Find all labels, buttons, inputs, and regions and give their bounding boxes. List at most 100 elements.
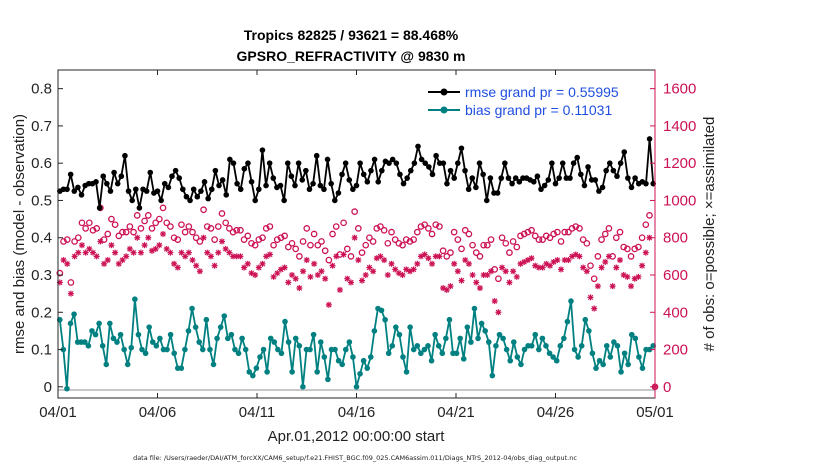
bias-point xyxy=(307,346,313,353)
obs-assimilated-point xyxy=(300,268,307,275)
rmse-point xyxy=(237,186,244,193)
obs-possible-point xyxy=(299,238,307,245)
bias-point xyxy=(507,357,514,364)
rmse-point xyxy=(284,160,291,166)
bias-point xyxy=(353,384,360,390)
obs-possible-point xyxy=(590,275,598,283)
bias-point xyxy=(478,320,485,327)
obs-assimilated-point xyxy=(237,253,244,260)
bias-point xyxy=(117,331,124,338)
bias-point xyxy=(217,324,224,330)
rmse-point xyxy=(516,179,523,185)
rmse-point xyxy=(364,179,371,185)
rmse-point xyxy=(321,186,327,193)
bias-point xyxy=(339,361,346,368)
obs-assimilated-point xyxy=(104,257,111,264)
bias-point xyxy=(182,346,188,353)
bias-point xyxy=(564,318,571,325)
rmse-point xyxy=(371,156,378,163)
bias-point xyxy=(210,361,217,368)
obs-assimilated-point xyxy=(602,258,609,265)
bias-point xyxy=(310,331,317,338)
rmse-point xyxy=(346,177,353,183)
rmse-point xyxy=(335,190,342,196)
obs-assimilated-point xyxy=(67,290,74,297)
bias-point xyxy=(264,369,270,375)
obs-assimilated-point xyxy=(465,260,472,267)
obs-possible-point xyxy=(248,239,255,247)
obs-possible-point xyxy=(469,241,476,249)
rmse-point xyxy=(556,175,562,181)
bias-point xyxy=(242,346,249,353)
obs-assimilated-point xyxy=(605,253,612,260)
bias-point xyxy=(536,346,542,353)
y-left-tick-label: 0 xyxy=(44,379,52,396)
rmse-point xyxy=(632,175,638,181)
rmse-point xyxy=(360,171,367,178)
obs-assimilated-point xyxy=(628,283,635,290)
rmse-point xyxy=(230,160,237,166)
bias-point xyxy=(114,339,120,345)
bias-point xyxy=(625,361,631,368)
obs-possible-series xyxy=(56,204,659,391)
rmse-point xyxy=(596,188,602,194)
obs-possible-point xyxy=(292,245,300,253)
rmse-point xyxy=(628,184,635,191)
obs-possible-point xyxy=(119,228,126,236)
bias-point xyxy=(103,361,110,368)
obs-assimilated-point xyxy=(362,272,369,278)
bias-point xyxy=(124,361,131,368)
rmse-point xyxy=(480,171,486,178)
data-file-footnote: data file: /Users/raeder/DAI/ATM_forcXX/… xyxy=(133,454,577,462)
bias-point xyxy=(543,343,549,349)
obs-possible-point xyxy=(318,238,325,245)
bias-point xyxy=(96,320,102,327)
bias-point xyxy=(435,343,442,349)
obs-possible-point xyxy=(144,212,152,219)
obs-possible-point xyxy=(384,239,392,247)
bias-point xyxy=(457,335,463,342)
obs-possible-point xyxy=(167,223,174,230)
bias-point xyxy=(221,313,228,319)
obs-possible-point xyxy=(237,226,244,234)
obs-assimilated-point xyxy=(259,260,266,267)
rmse-point xyxy=(118,173,125,180)
obs-assimilated-point xyxy=(609,283,616,290)
obs-possible-point xyxy=(314,241,322,249)
obs-assimilated-point xyxy=(624,273,631,280)
obs-possible-point xyxy=(178,221,185,229)
obs-possible-point xyxy=(174,236,182,243)
obs-possible-point xyxy=(638,234,646,242)
obs-possible-point xyxy=(122,228,130,236)
obs-possible-point xyxy=(351,208,359,215)
y-right-tick-label: 800 xyxy=(663,230,688,247)
obs-assimilated-point xyxy=(425,255,432,262)
bias-point xyxy=(225,335,231,342)
rmse-point xyxy=(306,186,313,193)
rmse-point xyxy=(498,175,505,181)
rmse-point xyxy=(219,177,226,183)
obs-assimilated-point xyxy=(185,249,192,256)
y-right-tick-label: 1600 xyxy=(663,81,696,98)
rmse-point xyxy=(154,188,161,194)
obs-possible-point xyxy=(82,225,89,232)
obs-possible-point xyxy=(450,228,458,236)
obs-possible-point xyxy=(432,221,440,229)
y-right-axis-label: # of obs: o=possible; ×=assimilated xyxy=(701,117,718,352)
rmse-point xyxy=(473,184,479,191)
rmse-point xyxy=(538,186,544,193)
obs-assimilated-series xyxy=(56,231,658,390)
rmse-point xyxy=(114,180,121,187)
bias-point xyxy=(532,331,539,338)
rmse-point xyxy=(75,184,81,191)
rmse-point xyxy=(574,154,581,161)
rmse-point xyxy=(104,180,110,187)
rmse-point xyxy=(241,165,248,172)
rmse-point xyxy=(350,186,356,193)
obs-assimilated-point xyxy=(156,242,163,249)
bias-series xyxy=(56,296,657,392)
bias-point xyxy=(282,318,288,325)
obs-assimilated-point xyxy=(454,268,461,275)
rmse-point xyxy=(646,136,653,142)
